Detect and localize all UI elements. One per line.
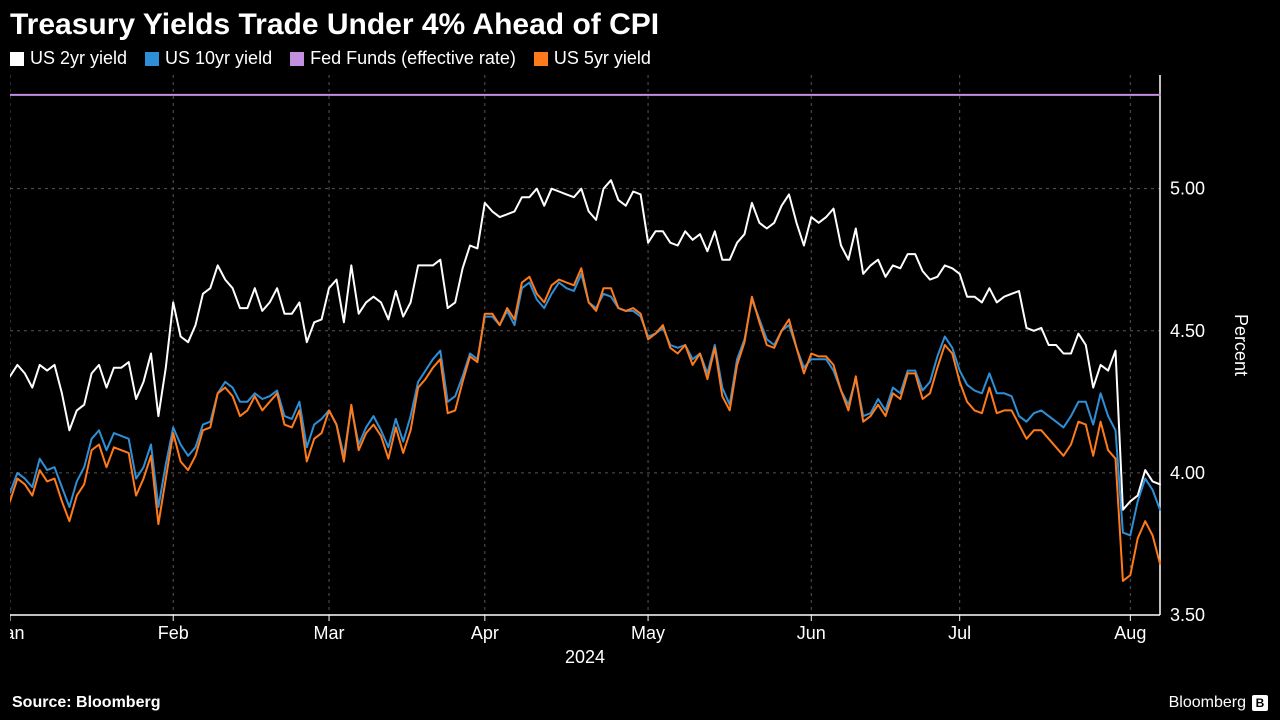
legend-swatch <box>290 52 304 66</box>
legend-item: US 2yr yield <box>10 48 127 69</box>
svg-text:Apr: Apr <box>471 623 499 643</box>
svg-text:4.00: 4.00 <box>1170 463 1205 483</box>
svg-text:2024: 2024 <box>565 647 605 667</box>
svg-text:Jan: Jan <box>10 623 25 643</box>
legend-swatch <box>534 52 548 66</box>
svg-text:3.50: 3.50 <box>1170 605 1205 625</box>
legend-label: US 2yr yield <box>30 48 127 69</box>
legend-swatch <box>10 52 24 66</box>
chart-title: Treasury Yields Trade Under 4% Ahead of … <box>0 0 1280 46</box>
legend-label: US 5yr yield <box>554 48 651 69</box>
svg-text:Aug: Aug <box>1114 623 1146 643</box>
svg-text:Jul: Jul <box>948 623 971 643</box>
legend-label: Fed Funds (effective rate) <box>310 48 516 69</box>
legend-item: Fed Funds (effective rate) <box>290 48 516 69</box>
legend-label: US 10yr yield <box>165 48 272 69</box>
svg-text:Mar: Mar <box>314 623 345 643</box>
legend-item: US 10yr yield <box>145 48 272 69</box>
footer: Source: Bloomberg Bloomberg B <box>0 688 1280 720</box>
brand-icon: B <box>1252 695 1268 711</box>
line-chart: 3.50 4.00 4.50 5.00 Jan Feb Mar Apr May Jun Jul Aug… <box>10 75 1255 675</box>
svg-text:4.50: 4.50 <box>1170 321 1205 341</box>
chart-area: 3.50 4.00 4.50 5.00 Jan Feb Mar Apr May Jun Jul Aug… <box>10 75 1270 675</box>
legend-swatch <box>145 52 159 66</box>
svg-text:Jun: Jun <box>797 623 826 643</box>
svg-text:Percent: Percent <box>1231 314 1251 376</box>
svg-text:Feb: Feb <box>158 623 189 643</box>
brand-label: Bloomberg <box>1169 694 1246 712</box>
svg-text:May: May <box>631 623 665 643</box>
legend-item: US 5yr yield <box>534 48 651 69</box>
legend: US 2yr yield US 10yr yield Fed Funds (effe… <box>0 46 1280 75</box>
svg-text:5.00: 5.00 <box>1170 179 1205 199</box>
brand: Bloomberg B <box>1169 694 1268 712</box>
source-label: Source: Bloomberg <box>12 694 160 712</box>
